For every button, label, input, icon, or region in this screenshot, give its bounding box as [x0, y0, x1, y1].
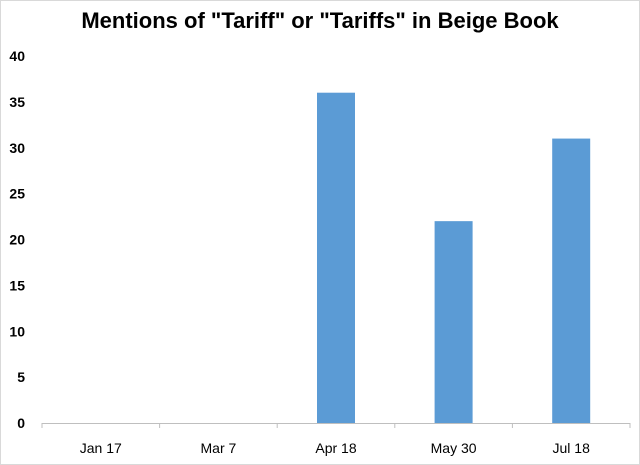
y-tick-label: 10 [9, 323, 25, 339]
x-tick-label: Jul 18 [553, 440, 591, 456]
chart-title: Mentions of "Tariff" or "Tariffs" in Bei… [81, 8, 559, 33]
y-tick-label: 5 [17, 369, 25, 385]
y-tick-label: 20 [9, 232, 25, 248]
x-tick-label: May 30 [431, 440, 477, 456]
bar-apr-18 [317, 92, 355, 423]
y-axis-ticks: 0 5 10 15 20 25 30 35 40 [9, 48, 25, 431]
y-tick-label: 15 [9, 277, 25, 293]
y-tick-label: 35 [9, 94, 25, 110]
x-tick-label: Jan 17 [80, 440, 122, 456]
bar-jul-18 [552, 138, 591, 423]
x-tick-label: Apr 18 [315, 440, 356, 456]
y-tick-label: 30 [9, 140, 25, 156]
y-tick-label: 25 [9, 186, 25, 202]
y-tick-label: 40 [9, 48, 25, 64]
bar-series [317, 92, 591, 423]
x-tick-label: Mar 7 [201, 440, 237, 456]
x-axis-ticks: Jan 17 Mar 7 Apr 18 May 30 Jul 18 [41, 423, 631, 456]
bar-may-30 [434, 221, 473, 423]
y-tick-label: 0 [17, 415, 25, 431]
